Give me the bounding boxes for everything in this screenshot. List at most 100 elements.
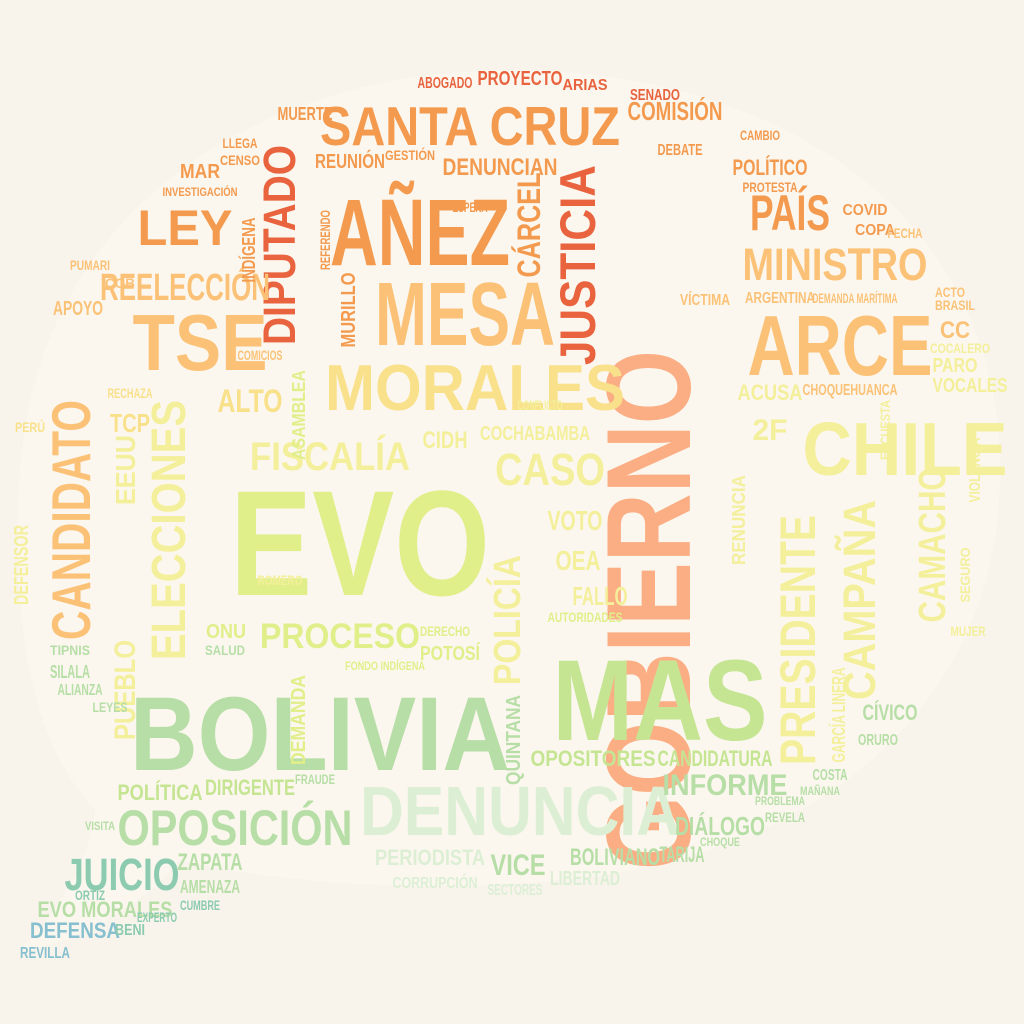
cloud-word: TIPNIS: [50, 642, 90, 658]
cloud-word: DIRIGENTE: [205, 775, 295, 800]
cloud-word: AÑEZ: [330, 180, 510, 286]
cloud-word: CÍVICO: [863, 700, 918, 725]
cloud-word: REUNIÓN: [315, 149, 385, 173]
cloud-word: COPA: [855, 222, 895, 239]
cloud-word: POLICÍA: [485, 555, 529, 685]
cloud-word: MAR: [180, 161, 220, 183]
cloud-word: MURILLO: [338, 273, 360, 348]
cloud-word: MINISTRO: [743, 239, 928, 290]
cloud-word: EVO: [230, 459, 490, 627]
cloud-word: 2F: [753, 414, 788, 447]
cloud-word: CANDIDATURA: [658, 746, 773, 771]
cloud-word: REFERENDO: [317, 210, 333, 270]
cloud-word: ORTIZ: [75, 887, 105, 903]
cloud-word: GARCÍA LINERA: [828, 668, 849, 763]
cloud-word: EEUU: [110, 435, 141, 505]
cloud-word: EXPERTO: [137, 909, 177, 925]
cloud-word: FECHA: [888, 225, 923, 241]
cloud-word: PERÚ: [15, 418, 45, 435]
cloud-word: VOCALES: [933, 375, 1008, 397]
cloud-word: MUJER: [951, 623, 986, 639]
cloud-word: CANDIDATO: [40, 400, 102, 640]
cloud-word: ROMERO: [258, 572, 303, 588]
cloud-word: DENUNCIAN: [443, 154, 558, 181]
cloud-word: POTOSÍ: [420, 642, 480, 665]
cloud-word: DIPUTADO: [254, 145, 305, 345]
cloud-word: INDÍGENA: [238, 218, 259, 283]
cloud-word: PERIODISTA: [375, 845, 485, 870]
cloud-word: CONFLICTO: [518, 397, 563, 413]
cloud-word: ARGENTINA: [745, 290, 815, 307]
cloud-word: RECHAZA: [108, 385, 153, 401]
cloud-word: BENI: [115, 922, 145, 939]
cloud-word: CHOQUE: [700, 835, 740, 849]
cloud-word: VOTO: [548, 505, 603, 536]
cloud-word: CORRUPCIÓN: [393, 873, 478, 892]
cloud-word: ACTO: [935, 284, 965, 300]
cloud-word: PROTESTA: [743, 179, 798, 195]
cloud-word: APOYO: [53, 298, 103, 320]
cloud-word: POLÍTICO: [733, 155, 808, 180]
cloud-word: MAS: [553, 637, 768, 765]
cloud-word: CUMBRE: [180, 897, 220, 913]
cloud-word: BOLIVIANO: [570, 844, 660, 871]
cloud-word: FONDO INDÍGENA: [345, 658, 425, 673]
cloud-word: RENUNCIA: [729, 475, 749, 565]
cloud-word: BRASIL: [935, 297, 975, 313]
cloud-word: LIBERTAD: [550, 868, 620, 890]
cloud-word: ALIANZA: [58, 682, 103, 699]
cloud-word: DEFENSA: [30, 918, 120, 943]
cloud-word: ASAMBLEA: [289, 370, 309, 460]
cloud-word: DEBATE: [658, 142, 703, 159]
cloud-word: TARIJA: [660, 842, 705, 867]
cloud-word: CENSO: [220, 152, 260, 168]
cloud-word: CAMACHO: [912, 468, 954, 623]
cloud-word: SECTORES: [488, 882, 543, 899]
cloud-word: PAÍS: [750, 185, 830, 241]
cloud-word: DENUNCIA: [360, 772, 680, 850]
cloud-word: EVO MORALES: [38, 897, 173, 922]
cloud-word: GESTIÓN: [385, 146, 435, 163]
cloud-word: COCHABAMBA: [480, 423, 590, 445]
cloud-word: JUICIO: [65, 849, 180, 900]
cloud-word: SANTA CRUZ: [320, 95, 620, 157]
speech-bubble-shape: [17, 70, 1000, 950]
cloud-word: VIOLENCIA: [967, 437, 984, 502]
cloud-word: PUMARI: [70, 257, 110, 273]
cloud-word: ZAPATA: [178, 849, 243, 876]
cloud-word: VICE: [491, 849, 546, 882]
cloud-word: TCP: [110, 408, 150, 438]
cloud-word: SALUD: [205, 642, 245, 658]
cloud-word: PROYECTO: [478, 68, 563, 90]
cloud-word: VÍCTIMA: [680, 290, 730, 309]
cloud-word: FISCALÍA: [250, 434, 410, 479]
cloud-word: ALTO: [218, 383, 283, 419]
cloud-word: ENCUESTA: [877, 400, 893, 460]
cloud-word: MORALES: [325, 351, 625, 424]
cloud-word: LEY: [138, 200, 233, 256]
cloud-word: POLÍTICA: [118, 780, 203, 805]
cloud-word: PRESIDENTE: [770, 515, 826, 765]
cloud-word: JUSTICIA: [550, 165, 606, 365]
cloud-word: CC: [940, 317, 970, 344]
cloud-word: VISITA: [85, 819, 115, 833]
cloud-word: DEMANDA MARÍTIMA: [813, 290, 898, 306]
cloud-word: CÁRCEL: [511, 173, 547, 278]
cloud-word: COMISIÓN: [628, 96, 723, 126]
cloud-word: CHILE: [803, 407, 1008, 491]
cloud-word: LLEGA: [223, 135, 258, 151]
cloud-word: ONU: [206, 621, 246, 643]
cloud-word: PROBLEMA: [755, 794, 805, 808]
cloud-word: ESPERA: [453, 199, 488, 215]
cloud-word: INVESTIGACIÓN: [163, 184, 238, 199]
cloud-word: CAMPAÑA: [834, 500, 885, 700]
cloud-word: ELECCIONES: [143, 400, 196, 660]
cloud-word: COCALERO: [930, 340, 990, 356]
cloud-word: OPOSITORES: [531, 746, 656, 771]
cloud-word: DEMANDA: [288, 675, 310, 765]
cloud-word: ORURO: [858, 732, 898, 749]
cloud-word: ABOGADO: [418, 75, 473, 92]
cloud-word: CASO: [495, 444, 605, 495]
